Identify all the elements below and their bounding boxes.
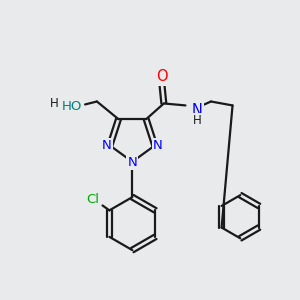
Text: H: H bbox=[50, 97, 59, 110]
Text: H: H bbox=[193, 114, 202, 127]
Text: N: N bbox=[102, 139, 112, 152]
Text: HO: HO bbox=[62, 100, 82, 113]
Text: N: N bbox=[153, 139, 163, 152]
Text: N: N bbox=[192, 103, 203, 118]
Text: N: N bbox=[128, 156, 137, 169]
Text: O: O bbox=[156, 70, 168, 85]
Text: Cl: Cl bbox=[86, 193, 99, 206]
